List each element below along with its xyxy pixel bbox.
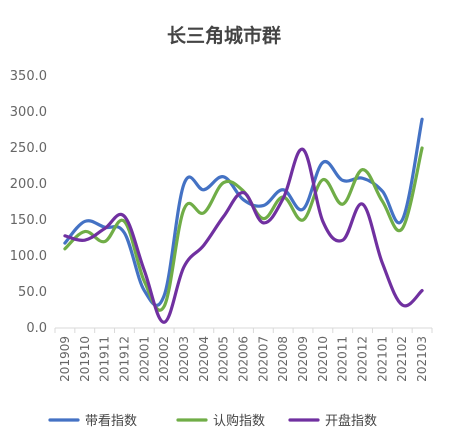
x-tick-label: 202004 <box>197 336 211 382</box>
y-tick-label: 50.0 <box>18 285 47 300</box>
x-tick-label: 201909 <box>58 336 72 382</box>
x-tick-label: 202007 <box>256 336 270 382</box>
x-tick-label: 202009 <box>296 336 310 382</box>
series-line-2 <box>63 146 424 312</box>
y-tick-label: 150.0 <box>10 213 47 228</box>
x-tick-label: 202008 <box>276 336 290 382</box>
x-tick-label: 202101 <box>375 336 389 382</box>
x-tick-label: 202012 <box>356 336 370 382</box>
series-layer <box>63 117 424 324</box>
chart-title: 长三角城市群 <box>167 24 281 47</box>
y-tick-label: 350.0 <box>10 69 47 84</box>
y-tick-label: 200.0 <box>10 177 47 192</box>
series-line-3 <box>63 147 424 324</box>
y-tick-label: 0.0 <box>26 321 47 336</box>
x-tick-label: 202010 <box>316 336 330 382</box>
series-line-1 <box>63 117 424 308</box>
x-tick-label: 202002 <box>157 336 171 382</box>
x-tick-label: 201911 <box>98 336 112 382</box>
x-tick-label: 202102 <box>395 336 409 382</box>
y-tick-label: 250.0 <box>10 141 47 156</box>
axes: 0.0 50.0 100.0 150.0 200.0 250.0 300.0 350.0 201… <box>10 69 433 382</box>
x-tick-label: 202103 <box>415 336 429 382</box>
legend: 带看指数 认购指数 开盘指数 <box>48 413 377 429</box>
x-tick-label: 202001 <box>137 336 151 382</box>
legend-label: 认购指数 <box>213 413 265 429</box>
x-tick-label: 202006 <box>237 336 251 382</box>
y-tick-label: 100.0 <box>10 249 47 264</box>
y-tick-label: 300.0 <box>10 105 47 120</box>
x-tick-label: 202005 <box>217 336 231 382</box>
x-tick-label: 201910 <box>78 336 92 382</box>
legend-label: 开盘指数 <box>325 413 377 429</box>
x-tick-label: 202011 <box>336 336 350 382</box>
x-tick-label: 202003 <box>177 336 191 382</box>
legend-label: 带看指数 <box>85 413 137 429</box>
x-tick-label: 201912 <box>117 336 131 382</box>
